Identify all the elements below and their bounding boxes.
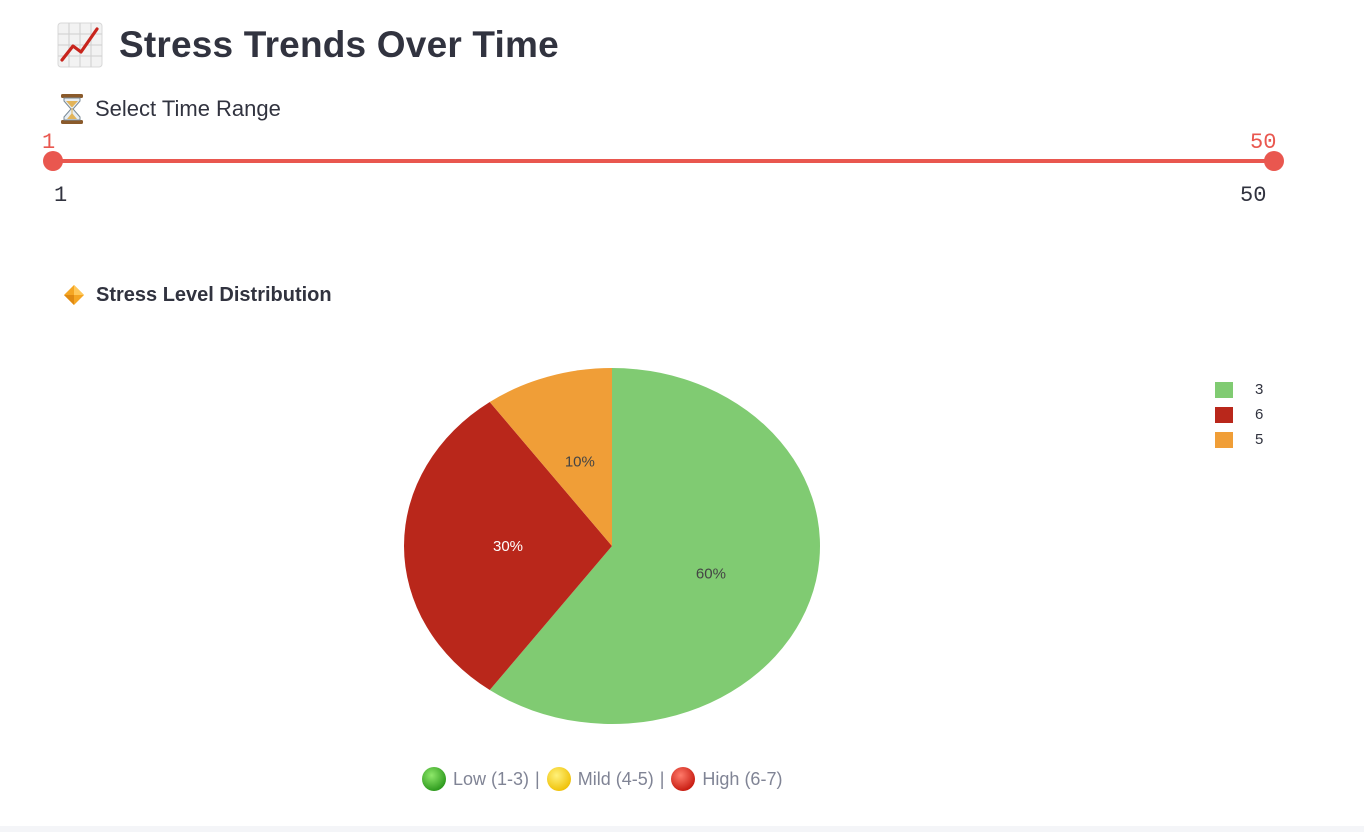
stress-pie-chart: 60% 30% 10%: [404, 368, 821, 725]
time-range-slider-track[interactable]: [52, 159, 1274, 163]
legend-swatch: [1215, 406, 1233, 423]
distribution-title: Stress Level Distribution: [96, 283, 332, 306]
pie-label-6: 30%: [493, 538, 523, 555]
time-range-label-row: Select Time Range: [57, 93, 281, 125]
caption-separator: |: [535, 768, 540, 789]
green-circle-icon: [422, 767, 446, 791]
slider-max-label: 50: [1240, 183, 1267, 208]
caption-separator: |: [659, 768, 665, 789]
chart-legend: 3 6 5: [1215, 377, 1263, 452]
pie-slice-3[interactable]: [489, 368, 821, 725]
slider-end-handle[interactable]: [1264, 151, 1284, 171]
pie-label-5: 10%: [565, 453, 595, 470]
slider-start-handle[interactable]: [43, 151, 63, 171]
legend-item-6[interactable]: 6: [1215, 402, 1263, 427]
yellow-circle-icon: [546, 767, 571, 791]
slider-min-label: 1: [54, 183, 68, 208]
chart-increasing-icon: [57, 22, 103, 68]
legend-item-3[interactable]: 3: [1215, 377, 1263, 402]
hourglass-icon: [61, 94, 83, 124]
page-title-row: Stress Trends Over Time: [57, 22, 559, 68]
red-circle-icon: [671, 767, 696, 791]
legend-swatch: [1215, 431, 1233, 448]
legend-label: 3: [1255, 381, 1264, 398]
distribution-header: Stress Level Distribution: [62, 283, 332, 307]
low-label: Low (1-3): [453, 768, 530, 789]
page-title: Stress Trends Over Time: [119, 24, 559, 65]
legend-label: 5: [1255, 431, 1264, 448]
slider-start-value: 1: [42, 130, 56, 155]
legend-item-5[interactable]: 5: [1215, 427, 1263, 452]
mild-label: Mild (4-5): [577, 768, 654, 789]
pie-label-3: 60%: [696, 566, 726, 583]
pie-slice-5[interactable]: [489, 368, 612, 546]
slider-end-value: 50: [1250, 130, 1277, 155]
legend-swatch: [1215, 381, 1233, 398]
pie-slice-6[interactable]: [404, 401, 612, 691]
stress-caption: Low (1-3) | Mild (4-5) | High (6-7): [421, 766, 786, 792]
bottom-strip: [0, 826, 1364, 832]
time-range-label: Select Time Range: [95, 96, 281, 121]
legend-label: 6: [1255, 406, 1264, 423]
high-label: High (6-7): [702, 768, 783, 789]
orange-diamond-icon: [64, 285, 84, 305]
